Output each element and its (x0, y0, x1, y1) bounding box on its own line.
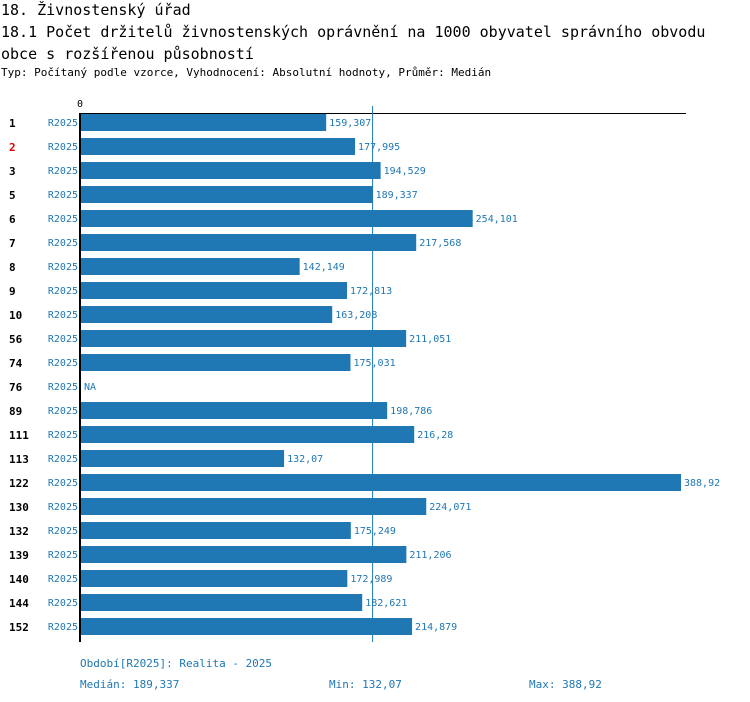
period-label: R2025 (48, 526, 78, 537)
category-label: 122 (9, 477, 29, 490)
footer-max: Max: 388,92 (529, 678, 602, 691)
value-label: 216,28 (417, 430, 453, 441)
value-label: 132,07 (287, 454, 323, 465)
period-label: R2025 (48, 478, 78, 489)
category-label: 140 (9, 573, 29, 586)
category-label: 113 (9, 453, 29, 466)
value-label: 159,307 (329, 118, 371, 129)
category-label: 5 (9, 189, 16, 202)
value-label: 182,621 (365, 598, 407, 609)
value-label: 163,208 (335, 310, 377, 321)
category-label: 130 (9, 501, 29, 514)
bar (80, 402, 388, 419)
value-label: 198,786 (390, 406, 432, 417)
value-label: 211,206 (409, 550, 451, 561)
category-label: 8 (9, 261, 16, 274)
period-label: R2025 (48, 142, 78, 153)
period-label: R2025 (48, 406, 78, 417)
value-label: 194,529 (384, 166, 426, 177)
period-label: R2025 (48, 382, 78, 393)
value-label: 254,101 (476, 214, 518, 225)
bar (80, 210, 473, 227)
value-label: 172,989 (350, 574, 392, 585)
category-label: 9 (9, 285, 16, 298)
section-title: 18. Živnostenský úřad (1, 1, 191, 19)
value-label: 189,337 (376, 190, 418, 201)
period-label: R2025 (48, 574, 78, 585)
value-label: 175,031 (353, 358, 395, 369)
period-label: R2025 (48, 622, 78, 633)
bar (80, 450, 285, 467)
category-label: 3 (9, 165, 16, 178)
category-label: 6 (9, 213, 16, 226)
value-label: 217,568 (419, 238, 461, 249)
period-label: R2025 (48, 502, 78, 513)
category-label: 74 (9, 357, 23, 370)
bar (80, 234, 417, 251)
period-label: R2025 (48, 214, 78, 225)
category-label: 144 (9, 597, 29, 610)
bar (80, 426, 415, 443)
category-label: 132 (9, 525, 29, 538)
value-label: 177,995 (358, 142, 400, 153)
bar (80, 594, 363, 611)
period-label: R2025 (48, 430, 78, 441)
period-label: R2025 (48, 310, 78, 321)
category-label: 89 (9, 405, 22, 418)
bar (80, 138, 356, 155)
footer-median: Medián: 189,337 (80, 678, 180, 691)
value-label: 224,071 (429, 502, 471, 513)
bar (80, 162, 381, 179)
bar (80, 498, 427, 515)
period-label: R2025 (48, 166, 78, 177)
value-label: 214,879 (415, 622, 457, 633)
period-label: R2025 (48, 334, 78, 345)
period-label: R2025 (48, 238, 78, 249)
category-label: 2 (9, 141, 16, 154)
period-label: R2025 (48, 118, 78, 129)
value-label: 175,249 (354, 526, 396, 537)
category-label: 76 (9, 381, 23, 394)
bar (80, 546, 407, 563)
category-label: 56 (9, 333, 23, 346)
bar (80, 618, 413, 635)
value-label: NA (84, 382, 96, 393)
category-label: 139 (9, 549, 29, 562)
period-label: R2025 (48, 598, 78, 609)
chart-subtitle: Typ: Počítaný podle vzorce, Vyhodnocení:… (1, 66, 492, 79)
period-label: R2025 (48, 358, 78, 369)
bar (80, 306, 333, 323)
footer-period: Období[R2025]: Realita - 2025 (80, 657, 273, 670)
period-label: R2025 (48, 262, 78, 273)
category-label: 1 (9, 117, 16, 130)
bar (80, 258, 300, 275)
category-label: 152 (9, 621, 29, 634)
value-label: 142,149 (303, 262, 345, 273)
bar (80, 282, 348, 299)
period-label: R2025 (48, 286, 78, 297)
category-label: 10 (9, 309, 22, 322)
value-label: 172,813 (350, 286, 392, 297)
period-label: R2025 (48, 550, 78, 561)
chart-title: 18.1 Počet držitelů živnostenských opráv… (1, 23, 706, 63)
bar (80, 570, 348, 587)
bar (80, 114, 327, 131)
period-label: R2025 (48, 454, 78, 465)
period-label: R2025 (48, 190, 78, 201)
axis-zero-label: 0 (77, 99, 83, 110)
bar (80, 522, 351, 539)
category-label: 111 (9, 429, 29, 442)
value-label: 388,92 (684, 478, 720, 489)
bar (80, 474, 681, 491)
footer-min: Min: 132,07 (329, 678, 402, 691)
bar (80, 330, 407, 347)
bar (80, 186, 373, 203)
category-label: 7 (9, 237, 16, 250)
bar (80, 354, 351, 371)
value-label: 211,051 (409, 334, 451, 345)
